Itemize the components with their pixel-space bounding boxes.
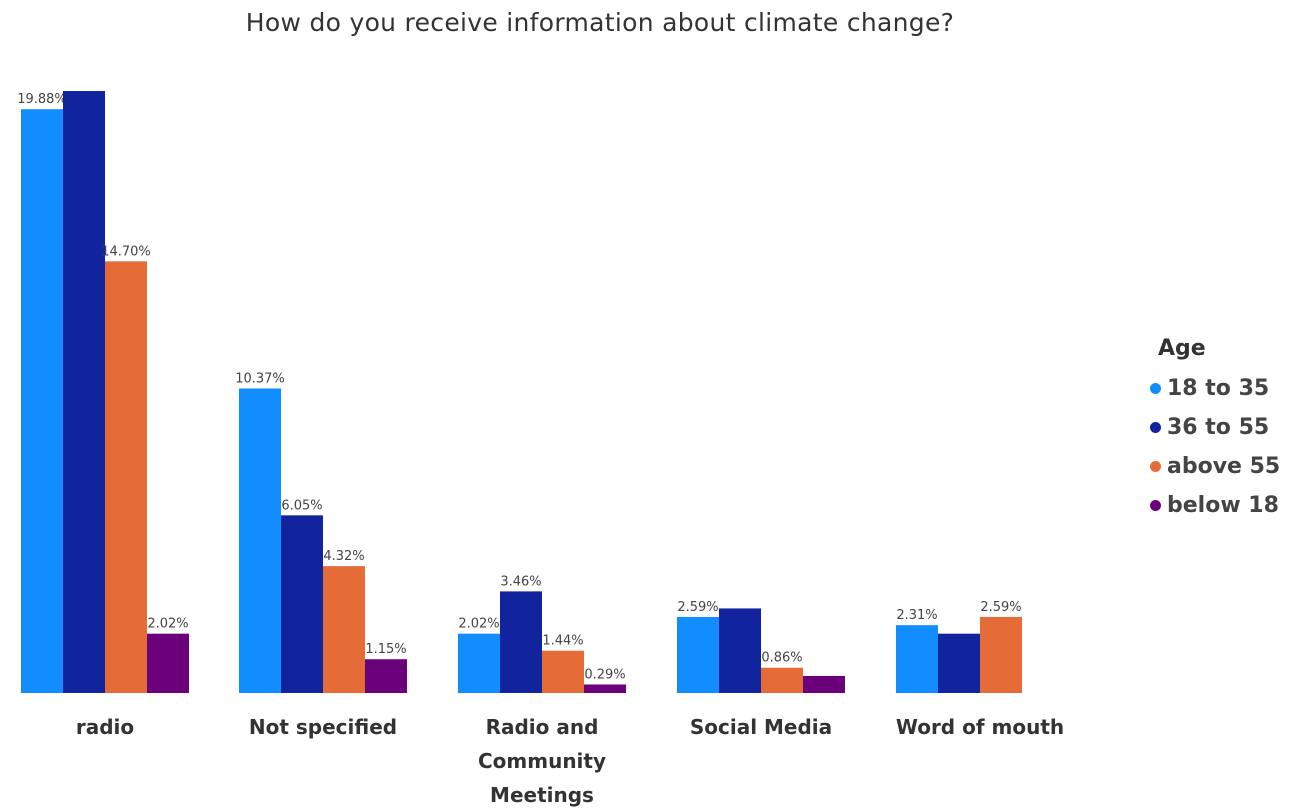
legend-title: Age [1158, 336, 1206, 361]
x-tick-label: Social Media [690, 715, 832, 739]
bar-above-55-radio[interactable] [105, 261, 147, 693]
data-label: 0.86% [761, 651, 802, 666]
bar-below-18-radio-and-community-meetings[interactable] [584, 684, 626, 693]
data-label: 2.59% [980, 600, 1021, 615]
legend-item[interactable]: 18 to 35 [1150, 369, 1280, 408]
legend-label: 18 to 35 [1167, 376, 1270, 401]
bar-18-to-35-not-specified[interactable] [239, 388, 281, 693]
bar-36-to-55-social-media[interactable] [719, 608, 761, 693]
legend-dot-icon [1150, 461, 1161, 472]
bar-18-to-35-radio-and-community-meetings[interactable] [458, 633, 500, 693]
bar-36-to-55-word-of-mouth[interactable] [938, 633, 980, 693]
bar-36-to-55-radio-and-community-meetings[interactable] [500, 591, 542, 693]
legend: Age 18 to 35 36 to 55 above 55 below 18 [1150, 336, 1280, 525]
bar-below-18-social-media[interactable] [803, 675, 845, 693]
data-label: 2.02% [147, 617, 188, 632]
data-label: 2.31% [896, 608, 937, 623]
data-label: 4.32% [323, 549, 364, 564]
bar-above-55-not-specified[interactable] [323, 566, 365, 693]
x-tick-label: Not specified [249, 715, 397, 739]
data-label: 14.70% [101, 244, 151, 259]
x-tick-label: Radio and Community Meetings [478, 715, 606, 807]
bar-18-to-35-social-media[interactable] [677, 616, 719, 693]
data-label: 2.59% [677, 600, 718, 615]
bar-36-to-55-not-specified[interactable] [281, 515, 323, 693]
legend-dot-icon [1150, 500, 1161, 511]
data-label: 6.05% [281, 498, 322, 513]
bar-below-18-radio[interactable] [147, 633, 189, 693]
data-label: 1.15% [365, 642, 406, 657]
bar-above-55-social-media[interactable] [761, 667, 803, 693]
data-label: 1.44% [542, 634, 583, 649]
x-tick-label: Word of mouth [896, 715, 1064, 739]
bar-chart-plot: 19.88% 14.70% 2.02% radio 10.37% 6.05% 4.32% 1.… [17, 91, 1064, 807]
data-label: 19.88% [17, 92, 67, 107]
legend-dot-icon [1150, 422, 1161, 433]
legend-item[interactable]: 36 to 55 [1150, 408, 1280, 447]
legend-label: above 55 [1167, 454, 1281, 479]
bar-18-to-35-radio[interactable] [21, 109, 63, 693]
legend-label: below 18 [1167, 493, 1279, 518]
bar-above-55-word-of-mouth[interactable] [980, 616, 1022, 693]
bar-36-to-55-radio[interactable] [63, 91, 105, 693]
bar-above-55-radio-and-community-meetings[interactable] [542, 650, 584, 693]
bar-18-to-35-word-of-mouth[interactable] [896, 625, 938, 693]
data-label: 10.37% [235, 371, 285, 386]
legend-label: 36 to 55 [1167, 415, 1270, 440]
bar-below-18-not-specified[interactable] [365, 659, 407, 693]
data-label: 0.29% [584, 667, 625, 682]
legend-dot-icon [1150, 383, 1161, 394]
data-label: 3.46% [500, 574, 541, 589]
legend-item[interactable]: below 18 [1150, 486, 1280, 525]
x-tick-label: radio [76, 715, 134, 739]
data-label: 2.02% [458, 617, 499, 632]
chart-title: How do you receive information about cli… [245, 8, 955, 37]
legend-item[interactable]: above 55 [1150, 447, 1280, 486]
